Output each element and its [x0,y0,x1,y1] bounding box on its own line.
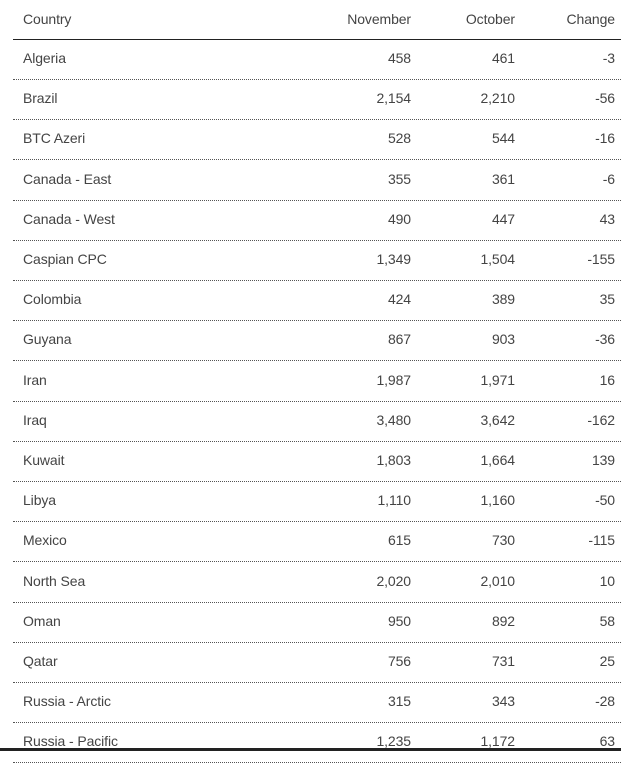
november-cell: 2,020 [376,572,411,589]
october-cell: 1,172 [480,733,515,750]
country-cell: Kuwait [23,452,65,468]
change-cell: 35 [599,291,615,308]
country-cell: Canada - East [23,170,112,187]
header-country[interactable]: Country [23,11,72,27]
country-cell: Qatar [23,653,58,669]
november-cell: 1,235 [376,733,411,750]
change-cell: -155 [587,251,615,267]
bottom-divider [0,748,621,751]
country-cell: Guyana [23,331,72,348]
table-row: Guyana 867 903 -36 [13,320,621,362]
header-october[interactable]: October [465,11,515,27]
change-cell: -50 [595,492,615,509]
country-cell: Caspian CPC [23,251,107,267]
change-cell: -56 [595,90,615,107]
november-cell: 3,480 [376,411,411,428]
change-cell: -3 [602,50,615,66]
table-row: Caspian CPC 1,349 1,504 -155 [13,240,621,281]
header-change[interactable]: Change [566,11,616,27]
november-cell: 1,803 [376,452,411,468]
october-cell: 1,664 [480,452,515,468]
change-cell: 10 [599,572,615,589]
table-row: Russia - Pacific 1,235 1,172 63 [13,722,621,763]
table-row: Iran 1,987 1,971 16 [13,361,621,402]
header-november[interactable]: November [347,11,411,27]
november-cell: 1,349 [376,251,411,267]
change-cell: 63 [599,733,615,750]
november-cell: 355 [387,170,411,187]
country-cell: Colombia [23,291,82,308]
october-cell: 2,010 [480,572,515,589]
table-row: Algeria 458 461 -3 [13,39,621,80]
october-cell: 447 [491,210,515,227]
change-cell: -162 [587,411,615,428]
november-cell: 867 [387,331,411,348]
change-cell: 16 [599,371,615,388]
country-cell: Iraq [23,411,47,428]
change-cell: 139 [591,452,615,468]
country-cell: Mexico [23,532,67,549]
country-cell: Brazil [23,90,58,107]
change-cell: 43 [599,210,615,227]
table-row: Colombia 424 389 35 [13,280,621,322]
october-cell: 903 [491,331,515,348]
october-cell: 343 [491,693,515,710]
november-cell: 2,154 [376,90,411,107]
november-cell: 615 [387,532,411,549]
change-cell: -6 [602,170,615,187]
october-cell: 389 [491,291,515,308]
october-cell: 1,971 [480,371,515,388]
november-cell: 490 [387,210,411,227]
country-cell: Russia - Pacific [23,733,118,750]
october-cell: 730 [491,532,515,549]
change-cell: -115 [588,532,615,549]
october-cell: 1,160 [480,492,515,509]
table-row: Iraq 3,480 3,642 -162 [13,401,621,442]
october-cell: 731 [491,653,515,669]
country-cell: BTC Azeri [23,130,86,147]
november-cell: 756 [387,653,411,669]
table-row: Brazil 2,154 2,210 -56 [13,79,621,121]
october-cell: 892 [491,612,515,629]
october-cell: 1,504 [480,251,515,267]
october-cell: 361 [491,170,515,187]
change-cell: 58 [599,612,615,629]
country-cell: Iran [23,371,47,388]
november-cell: 458 [387,50,411,66]
october-cell: 3,642 [480,411,515,428]
country-cell: Libya [23,492,56,509]
table-row: Qatar 756 731 25 [13,642,621,683]
november-cell: 315 [387,693,411,710]
change-cell: -16 [595,130,615,147]
country-cell: Russia - Arctic [23,693,111,710]
november-cell: 1,987 [376,371,411,388]
table-row: Canada - West 490 447 43 [13,200,621,241]
table-row: Russia - Arctic 315 343 -28 [13,682,621,724]
change-cell: -28 [595,693,615,710]
change-cell: 25 [599,653,615,669]
november-cell: 424 [387,291,411,308]
november-cell: 528 [387,130,411,147]
country-cell: Canada - West [23,210,115,227]
change-cell: -36 [595,331,615,348]
table-row: Canada - East 355 361 -6 [13,160,621,201]
table-row: Mexico 615 730 -115 [13,521,621,563]
table-row: North Sea 2,020 2,010 10 [13,562,621,603]
country-cell: North Sea [23,572,86,589]
october-cell: 2,210 [480,90,515,107]
table-row: Oman 950 892 58 [13,602,621,643]
country-cell: Oman [23,612,61,629]
table-row: Libya 1,110 1,160 -50 [13,481,621,523]
october-cell: 544 [491,130,515,147]
table-header: Country November October Change [13,0,621,40]
table-row: Kuwait 1,803 1,664 139 [13,441,621,482]
table-row: BTC Azeri 528 544 -16 [13,119,621,161]
november-cell: 950 [387,612,411,629]
country-cell: Algeria [23,50,66,66]
october-cell: 461 [491,50,515,66]
november-cell: 1,110 [377,492,412,509]
